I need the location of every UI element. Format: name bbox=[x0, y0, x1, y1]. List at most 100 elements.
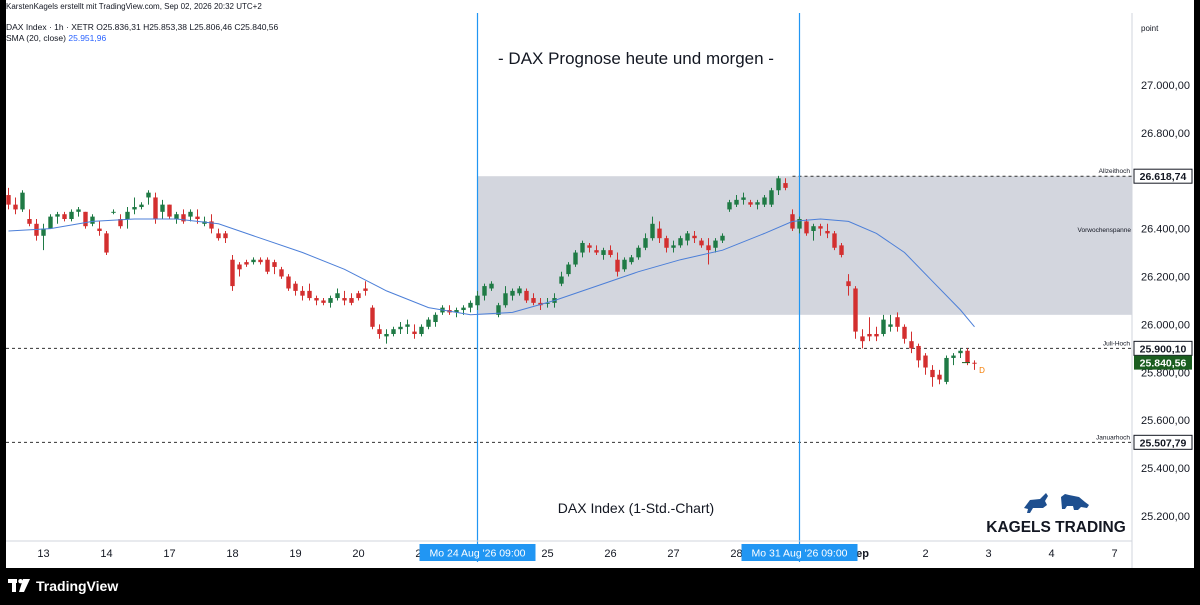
candle[interactable] bbox=[230, 259, 235, 287]
candle[interactable] bbox=[132, 207, 137, 210]
candle[interactable] bbox=[195, 216, 200, 220]
dividend-marker[interactable]: D bbox=[979, 366, 985, 375]
candle[interactable] bbox=[923, 355, 928, 368]
candle[interactable] bbox=[6, 195, 11, 205]
candle[interactable] bbox=[867, 333, 872, 337]
candle[interactable] bbox=[265, 259, 270, 272]
candle[interactable] bbox=[167, 204, 172, 217]
candle[interactable] bbox=[783, 183, 788, 188]
tradingview-logo[interactable]: TradingView bbox=[8, 577, 118, 595]
candle[interactable] bbox=[251, 259, 256, 263]
candle[interactable] bbox=[846, 281, 851, 287]
candle[interactable] bbox=[741, 197, 746, 200]
candle[interactable] bbox=[510, 290, 515, 296]
candle[interactable] bbox=[160, 204, 165, 212]
candle[interactable] bbox=[419, 326, 424, 334]
candle[interactable] bbox=[62, 214, 67, 220]
candle[interactable] bbox=[958, 350, 963, 354]
candle[interactable] bbox=[874, 333, 879, 337]
candle[interactable] bbox=[97, 228, 102, 231]
candle[interactable] bbox=[405, 324, 410, 327]
candle[interactable] bbox=[839, 245, 844, 255]
candle[interactable] bbox=[762, 197, 767, 205]
candle[interactable] bbox=[804, 221, 809, 234]
candle[interactable] bbox=[328, 298, 333, 303]
candle[interactable] bbox=[580, 242, 585, 253]
candle[interactable] bbox=[531, 298, 536, 303]
candle[interactable] bbox=[692, 235, 697, 239]
candle[interactable] bbox=[391, 329, 396, 334]
candle[interactable] bbox=[377, 329, 382, 334]
candle[interactable] bbox=[356, 293, 361, 299]
candle[interactable] bbox=[909, 341, 914, 349]
candle[interactable] bbox=[545, 302, 550, 304]
candle[interactable] bbox=[398, 326, 403, 330]
candle[interactable] bbox=[307, 290, 312, 299]
candle[interactable] bbox=[720, 235, 725, 241]
candle[interactable] bbox=[671, 245, 676, 248]
candle[interactable] bbox=[125, 211, 130, 220]
candle[interactable] bbox=[965, 350, 970, 363]
candle[interactable] bbox=[76, 209, 81, 212]
candle[interactable] bbox=[622, 259, 627, 270]
candle[interactable] bbox=[370, 307, 375, 327]
candle[interactable] bbox=[111, 211, 116, 213]
candle[interactable] bbox=[223, 233, 228, 239]
candle[interactable] bbox=[594, 250, 599, 253]
candle[interactable] bbox=[643, 238, 648, 248]
candle[interactable] bbox=[811, 226, 816, 231]
candle[interactable] bbox=[426, 319, 431, 327]
sma-row[interactable]: SMA (20, close) 25.951,96 bbox=[6, 33, 278, 44]
time-marker-badge[interactable] bbox=[741, 544, 858, 561]
candle[interactable] bbox=[90, 216, 95, 224]
symbol-name[interactable]: DAX Index · 1h · XETR bbox=[6, 22, 94, 32]
candle[interactable] bbox=[797, 219, 802, 229]
candle[interactable] bbox=[930, 369, 935, 378]
candle[interactable] bbox=[524, 290, 529, 301]
candle[interactable] bbox=[888, 324, 893, 327]
candle[interactable] bbox=[608, 250, 613, 255]
candle[interactable] bbox=[342, 298, 347, 301]
candle[interactable] bbox=[321, 300, 326, 303]
candle[interactable] bbox=[601, 250, 606, 255]
candle[interactable] bbox=[895, 317, 900, 327]
candle[interactable] bbox=[83, 211, 88, 227]
candle[interactable] bbox=[657, 228, 662, 239]
candle[interactable] bbox=[286, 276, 291, 289]
candle[interactable] bbox=[916, 345, 921, 361]
candle[interactable] bbox=[433, 314, 438, 323]
candle[interactable] bbox=[587, 245, 592, 248]
candle[interactable] bbox=[755, 202, 760, 205]
candle[interactable] bbox=[13, 204, 18, 210]
candle[interactable] bbox=[482, 286, 487, 296]
candle[interactable] bbox=[881, 319, 886, 334]
candle[interactable] bbox=[216, 233, 221, 239]
candle[interactable] bbox=[972, 362, 977, 364]
candle[interactable] bbox=[902, 326, 907, 339]
candle[interactable] bbox=[664, 238, 669, 248]
candle[interactable] bbox=[566, 264, 571, 275]
candle[interactable] bbox=[818, 226, 823, 229]
candle[interactable] bbox=[48, 216, 53, 229]
candle[interactable] bbox=[349, 298, 354, 303]
candle[interactable] bbox=[20, 192, 25, 210]
candle[interactable] bbox=[139, 204, 144, 208]
candle[interactable] bbox=[363, 288, 368, 291]
candle[interactable] bbox=[748, 202, 753, 205]
candle[interactable] bbox=[181, 214, 186, 222]
candle[interactable] bbox=[314, 298, 319, 301]
candle[interactable] bbox=[468, 302, 473, 308]
candle[interactable] bbox=[188, 211, 193, 217]
candle[interactable] bbox=[573, 252, 578, 265]
candle[interactable] bbox=[503, 293, 508, 306]
chart-canvas[interactable]: Allzeithoch Juli-Hoch Januarhoch point 27.0… bbox=[0, 0, 1200, 568]
candle[interactable] bbox=[146, 192, 151, 198]
candle[interactable] bbox=[454, 310, 459, 313]
candle[interactable] bbox=[825, 230, 830, 234]
candle[interactable] bbox=[937, 374, 942, 380]
candle[interactable] bbox=[335, 293, 340, 299]
candle[interactable] bbox=[279, 269, 284, 277]
candle[interactable] bbox=[699, 240, 704, 246]
candle[interactable] bbox=[629, 257, 634, 263]
time-marker-badge[interactable] bbox=[419, 544, 536, 561]
